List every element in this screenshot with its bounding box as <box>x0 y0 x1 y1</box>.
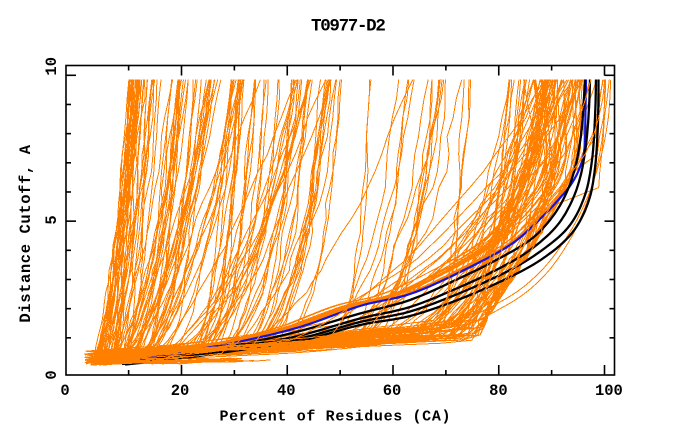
svg-text:0: 0 <box>60 382 69 400</box>
svg-text:20: 20 <box>171 382 190 400</box>
svg-text:5: 5 <box>43 215 61 224</box>
svg-text:0: 0 <box>43 370 61 379</box>
svg-text:100: 100 <box>595 382 623 400</box>
svg-text:Percent of Residues (CA): Percent of Residues (CA) <box>220 409 452 426</box>
svg-text:40: 40 <box>277 382 296 400</box>
svg-text:60: 60 <box>383 382 402 400</box>
svg-text:80: 80 <box>489 382 508 400</box>
svg-text:T0977-D2: T0977-D2 <box>311 17 385 37</box>
svg-text:10: 10 <box>43 57 61 76</box>
svg-text:Distance Cutoff, A: Distance Cutoff, A <box>17 144 35 322</box>
